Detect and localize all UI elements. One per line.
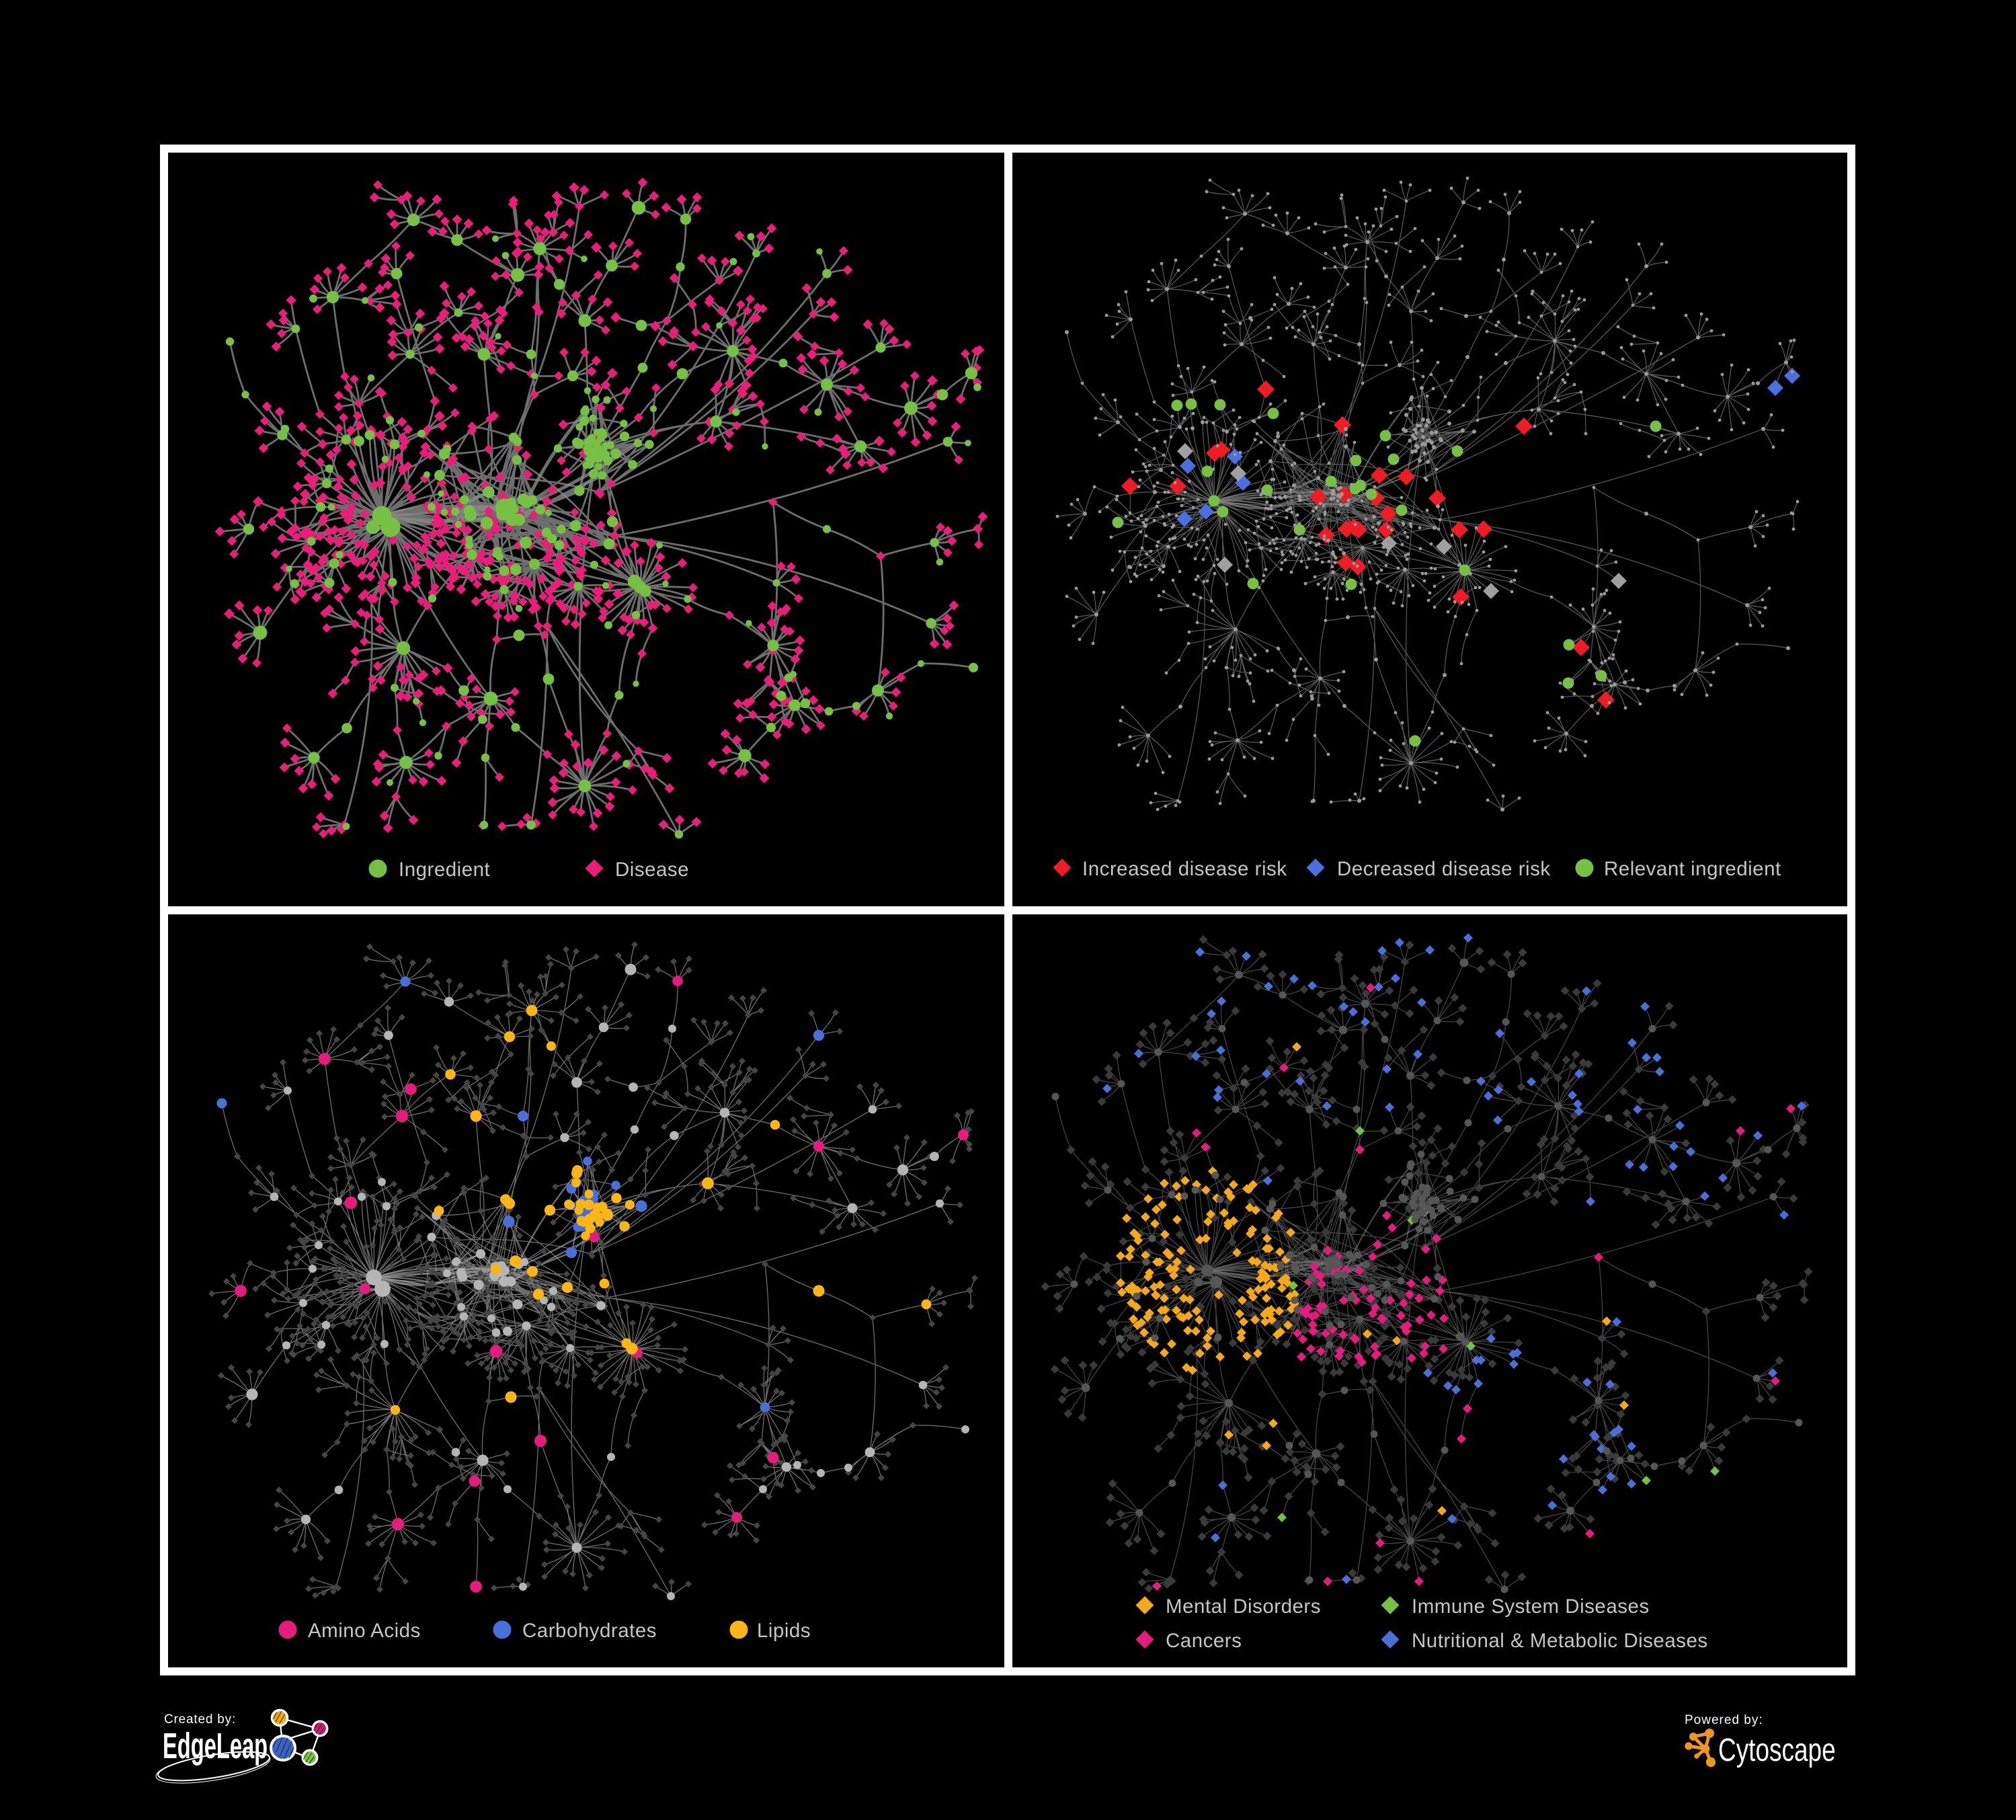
svg-text:Cancers: Cancers xyxy=(1166,1630,1242,1652)
svg-text:Immune System Diseases: Immune System Diseases xyxy=(1412,1595,1650,1618)
svg-text:Carbohydrates: Carbohydrates xyxy=(522,1620,657,1642)
svg-text:Decreased disease risk: Decreased disease risk xyxy=(1337,858,1551,880)
svg-text:Nutritional & Metabolic Diseas: Nutritional & Metabolic Diseases xyxy=(1412,1630,1708,1652)
svg-text:Lipids: Lipids xyxy=(757,1620,811,1642)
svg-text:Amino Acids: Amino Acids xyxy=(308,1620,421,1642)
svg-text:Relevant ingredient: Relevant ingredient xyxy=(1604,858,1781,880)
svg-text:Ingredient: Ingredient xyxy=(399,859,490,881)
svg-text:Increased disease risk: Increased disease risk xyxy=(1082,858,1287,880)
svg-text:Mental Disorders: Mental Disorders xyxy=(1166,1595,1321,1618)
svg-text:Disease: Disease xyxy=(615,859,689,881)
